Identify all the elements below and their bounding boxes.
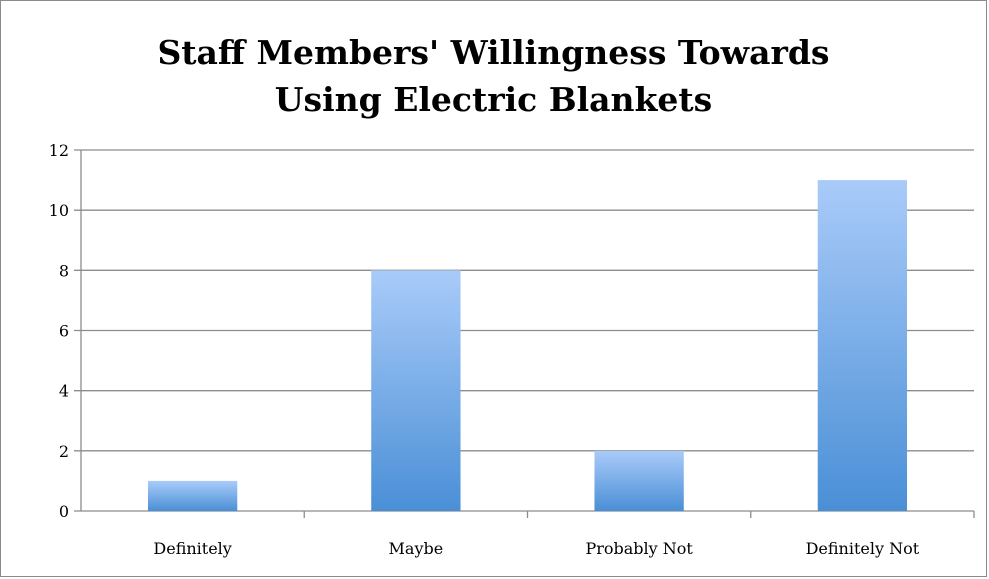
y-tick-label: 0 — [59, 502, 69, 521]
y-tick-label: 2 — [59, 442, 69, 461]
y-tick-label: 8 — [59, 261, 69, 280]
x-tick-labels: Definitely Maybe Probably Not Definitely No… — [153, 539, 919, 558]
axes — [80, 150, 975, 518]
chart-title-line-2: Using Electric Blankets — [274, 80, 713, 119]
x-tick-label: Definitely Not — [806, 539, 920, 558]
x-tick-label: Probably Not — [585, 539, 693, 558]
bar-definitely — [147, 480, 238, 511]
y-tick-label: 12 — [49, 141, 69, 160]
x-tick-label: Maybe — [389, 539, 444, 558]
y-tick-labels: 0 2 4 6 8 10 12 — [49, 141, 69, 521]
y-tick-label: 10 — [49, 201, 69, 220]
y-tick-label: 4 — [59, 382, 69, 401]
bar-maybe — [371, 270, 461, 511]
bars — [147, 180, 908, 512]
chart-title-line-1: Staff Members' Willingness Towards — [157, 33, 830, 72]
x-tick-label: Definitely — [153, 539, 231, 558]
chart-title: Staff Members' Willingness Towards Using… — [1, 29, 986, 123]
bar-probably-not — [594, 450, 684, 511]
y-tick-label: 6 — [59, 322, 69, 341]
bar-definitely-not — [817, 180, 908, 512]
